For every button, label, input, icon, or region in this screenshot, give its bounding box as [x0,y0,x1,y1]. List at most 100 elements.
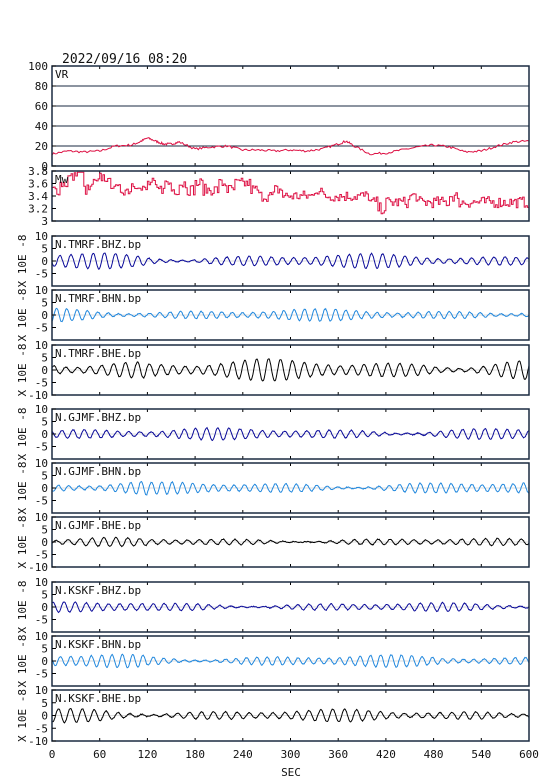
y-tick-label: 0 [41,309,48,322]
panel-label: N.GJMF.BHZ.bp [55,411,141,424]
x-tick-label: 600 [519,748,539,761]
unit-label: X 10E -8 [16,635,29,688]
y-tick-label: 10 [35,339,48,352]
y-tick-label: 0 [41,601,48,614]
series-line [51,426,530,442]
x-tick-label: 60 [93,748,106,761]
panel-label: N.KSKF.BHZ.bp [55,584,141,597]
unit-label: X 10E -8 [16,581,29,634]
y-tick-label: 3 [41,215,48,228]
figure-title: 2022/09/16 08:20 [62,52,187,67]
series-line [51,707,530,724]
unit-label: X 10E -8 [16,344,29,397]
y-tick-label: 5 [41,352,48,365]
unit-label: X 10E -8 [16,462,29,515]
y-tick-label: -5 [35,495,48,508]
series-line [51,536,530,548]
panel-label: N.GJMF.BHN.bp [55,465,141,478]
x-tick-label: 300 [281,748,301,761]
unit-label: X 10E -8 [16,235,29,288]
panel: 0 20 40 60 80 100 VR [28,60,530,173]
y-tick-label: 0 [41,536,48,549]
y-tick-label: 20 [35,140,48,153]
y-tick-label: 10 [35,230,48,243]
panel-label: N.KSKF.BHN.bp [55,638,141,651]
x-tick-label: 240 [233,748,253,761]
y-tick-label: 0 [41,710,48,723]
time-axis: 0 60 120 180 240 300 360 420 480 540 600 [49,748,539,761]
panel-label: N.TMRF.BHN.bp [55,292,141,305]
y-tick-label: 5 [41,643,48,656]
panel-frame [51,65,530,167]
series-line [51,252,530,270]
x-tick-label: 420 [376,748,396,761]
series-line [51,358,530,382]
y-tick-label: 5 [41,697,48,710]
y-tick-label: 80 [35,80,48,93]
y-tick-label: -5 [35,722,48,735]
unit-label: X 10E -8 [16,689,29,742]
y-tick-label: 0 [41,160,48,173]
unit-label: X 10E -8 [16,408,29,461]
series-line [51,136,530,156]
y-tick-label: 3.4 [28,190,48,203]
y-tick-label: 5 [41,297,48,310]
panel: 33.23.43.63.8 Mw [28,165,530,228]
series-line [51,653,530,669]
y-tick-label: 5 [41,524,48,537]
y-tick-label: 0 [41,655,48,668]
y-tick-label: -10 [28,389,48,402]
panel-label: N.TMRF.BHE.bp [55,347,141,360]
y-tick-label: -5 [35,268,48,281]
x-tick-label: 360 [328,748,348,761]
y-tick-label: 5 [41,416,48,429]
y-tick-label: -10 [28,735,48,748]
x-tick-label: 480 [424,748,444,761]
x-tick-label: 0 [49,748,56,761]
y-tick-label: 40 [35,120,48,133]
x-axis-label: SEC [281,766,301,779]
y-tick-label: 60 [35,100,48,113]
y-tick-label: 0 [41,364,48,377]
y-tick-label: -5 [35,322,48,335]
y-tick-label: 0 [41,428,48,441]
y-tick-label: -5 [35,549,48,562]
panel-label: Mw [55,173,69,186]
y-tick-label: -10 [28,561,48,574]
x-tick-label: 540 [471,748,491,761]
panel-label: N.GJMF.BHE.bp [55,519,141,532]
y-tick-label: 10 [35,284,48,297]
x-tick-label: 180 [185,748,205,761]
series-line [51,480,530,496]
series-line [51,601,530,614]
y-tick-label: 5 [41,589,48,602]
panel-label: N.TMRF.BHZ.bp [55,238,141,251]
y-tick-label: 5 [41,470,48,483]
y-tick-label: 10 [35,457,48,470]
panel-stack: 020406080100VR33.23.43.63.8Mw-50510N.TMR… [16,60,530,748]
y-tick-label: -5 [35,614,48,627]
series-line [51,307,530,323]
y-tick-label: -5 [35,668,48,681]
y-tick-label: 100 [28,60,48,73]
y-tick-label: 10 [35,403,48,416]
y-tick-label: -5 [35,377,48,390]
y-tick-label: 10 [35,630,48,643]
y-tick-label: 3.6 [28,178,48,191]
series-line [52,171,529,215]
x-tick-label: 120 [137,748,157,761]
y-tick-label: 0 [41,255,48,268]
y-tick-label: 3.2 [28,203,48,216]
y-tick-label: 10 [35,576,48,589]
y-tick-label: 3.8 [28,165,48,178]
